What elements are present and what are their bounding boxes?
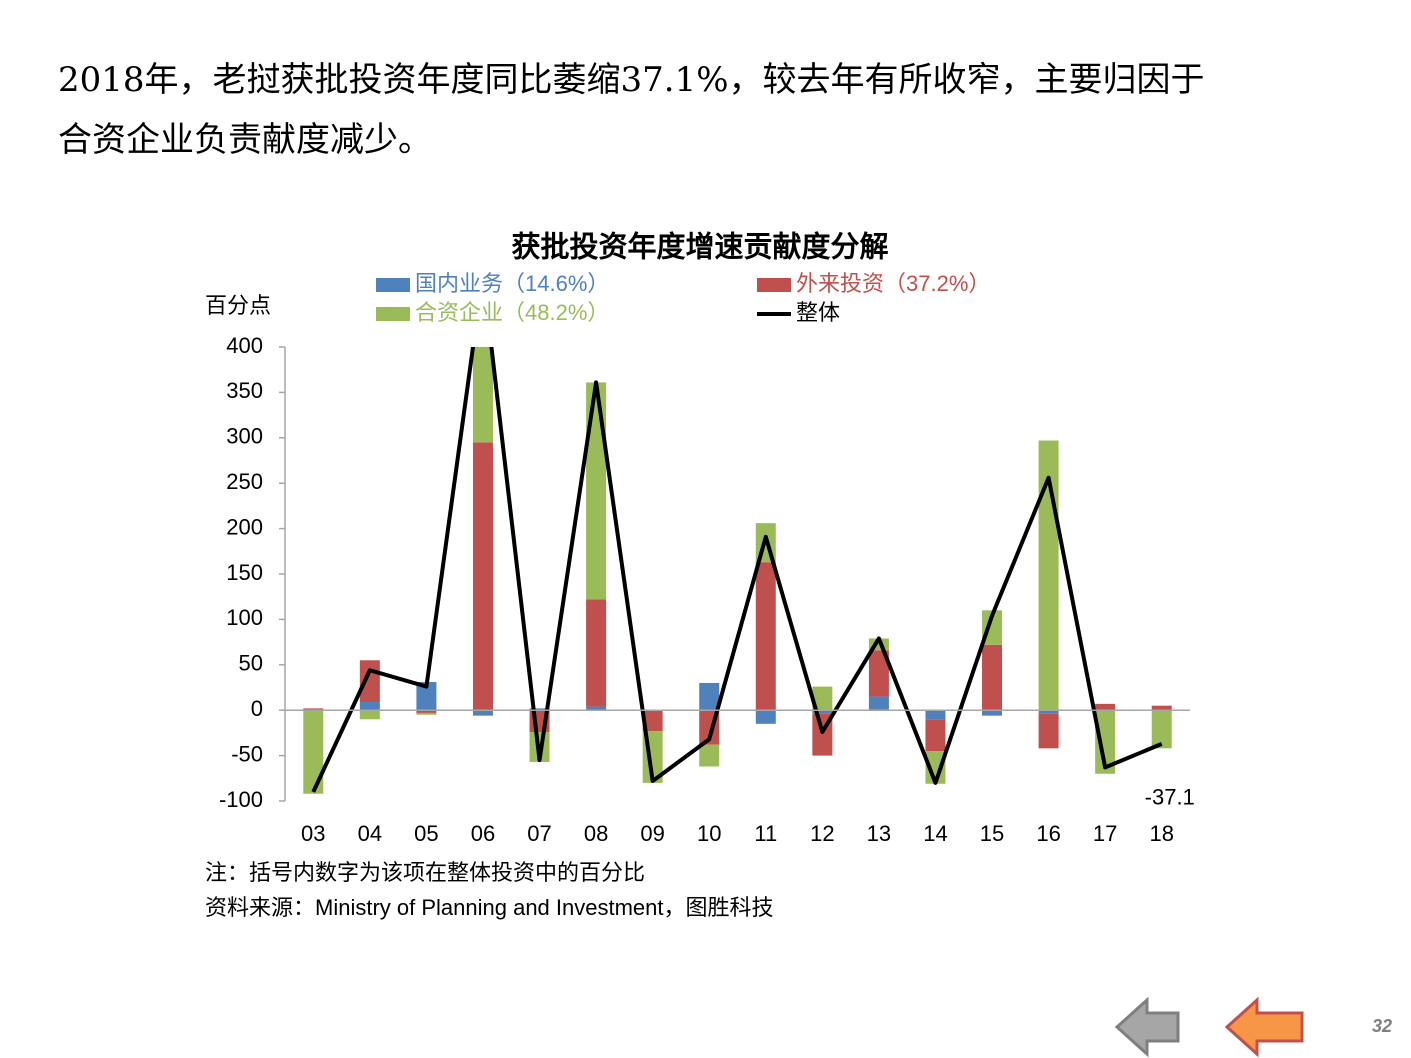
x-tick-label: 07 [527, 821, 551, 846]
bar [699, 744, 720, 767]
bar [416, 710, 437, 713]
bar [586, 382, 607, 600]
legend-swatch [757, 278, 791, 292]
y-tick-label: 0 [251, 696, 263, 721]
y-tick-label: 50 [239, 651, 263, 676]
bar [868, 638, 889, 651]
bar [586, 599, 607, 707]
note: 注：括号内数字为该项在整体投资中的百分比 [205, 860, 645, 885]
y-tick-label: 200 [226, 514, 263, 539]
bar [416, 712, 437, 715]
bar [1095, 710, 1116, 774]
x-tick-label: 05 [414, 821, 438, 846]
x-tick-label: 15 [980, 821, 1004, 846]
bar [472, 442, 493, 711]
bar [925, 751, 946, 784]
y-tick-label: -100 [219, 787, 263, 812]
bar [868, 650, 889, 697]
bar [755, 562, 776, 711]
bar [1151, 710, 1172, 749]
legend-label: 整体 [796, 300, 840, 325]
legend-label: 合资企业（48.2%） [415, 300, 609, 325]
prev-arrow[interactable] [1114, 996, 1180, 1058]
x-tick-label: 04 [358, 821, 382, 846]
x-tick-label: 13 [867, 821, 891, 846]
bar [812, 710, 833, 714]
y-tick-label: 350 [226, 378, 263, 403]
bar [303, 708, 324, 711]
bar [925, 719, 946, 752]
y-tick-label: 300 [226, 424, 263, 449]
legend-swatch [376, 307, 410, 321]
bar [699, 682, 720, 711]
bar [303, 710, 324, 794]
bar [642, 710, 663, 732]
bar [982, 710, 1003, 716]
x-tick-label: 12 [810, 821, 834, 846]
next-arrow[interactable] [1224, 996, 1304, 1058]
x-tick-label: 16 [1036, 821, 1060, 846]
legend-swatch [376, 278, 410, 292]
bar [925, 710, 946, 720]
y-tick-label: 100 [226, 605, 263, 630]
bar [359, 702, 380, 711]
bar [755, 710, 776, 724]
line [311, 347, 1163, 793]
bar [868, 696, 889, 711]
heading-line: 2018年，老挝获批投资年度同比萎缩37.1%，较去年有所收窄，主要归因于 [58, 60, 1205, 100]
x-tick-label: 08 [584, 821, 608, 846]
x-tick-label: 14 [923, 821, 947, 846]
bar [472, 347, 493, 443]
bar [1038, 710, 1059, 714]
x-tick-label: 09 [640, 821, 664, 846]
bar [982, 644, 1003, 711]
source: 资料来源：Ministry of Planning and Investment… [205, 895, 774, 920]
bar [586, 706, 607, 711]
chart-title: 获批投资年度增速贡献度分解 [511, 230, 888, 264]
bar [416, 682, 437, 711]
y-axis-label: 百分点 [205, 293, 271, 318]
data-label: -37.1 [1145, 785, 1195, 810]
bar [472, 710, 493, 716]
plot-area [303, 347, 1172, 794]
y-tick-label: 250 [226, 469, 263, 494]
bar [1095, 703, 1116, 711]
x-tick-label: 06 [471, 821, 495, 846]
x-tick-label: 03 [301, 821, 325, 846]
heading-line: 合资企业负责献度减少。 [58, 120, 432, 160]
bar [1038, 713, 1059, 749]
legend-label: 国内业务（14.6%） [415, 271, 609, 296]
y-tick-label: 150 [226, 560, 263, 585]
y-tick-label: -50 [231, 741, 263, 766]
y-tick-label: 400 [226, 333, 263, 358]
x-tick-label: 18 [1149, 821, 1173, 846]
legend-label: 外来投资（37.2%） [796, 271, 990, 296]
bar [1151, 705, 1172, 711]
bar [359, 710, 380, 720]
x-tick-label: 10 [697, 821, 721, 846]
x-tick-label: 17 [1093, 821, 1117, 846]
bar [812, 686, 833, 711]
page-number: 32 [1372, 1016, 1392, 1036]
x-tick-label: 11 [754, 821, 777, 846]
bar [529, 708, 550, 711]
